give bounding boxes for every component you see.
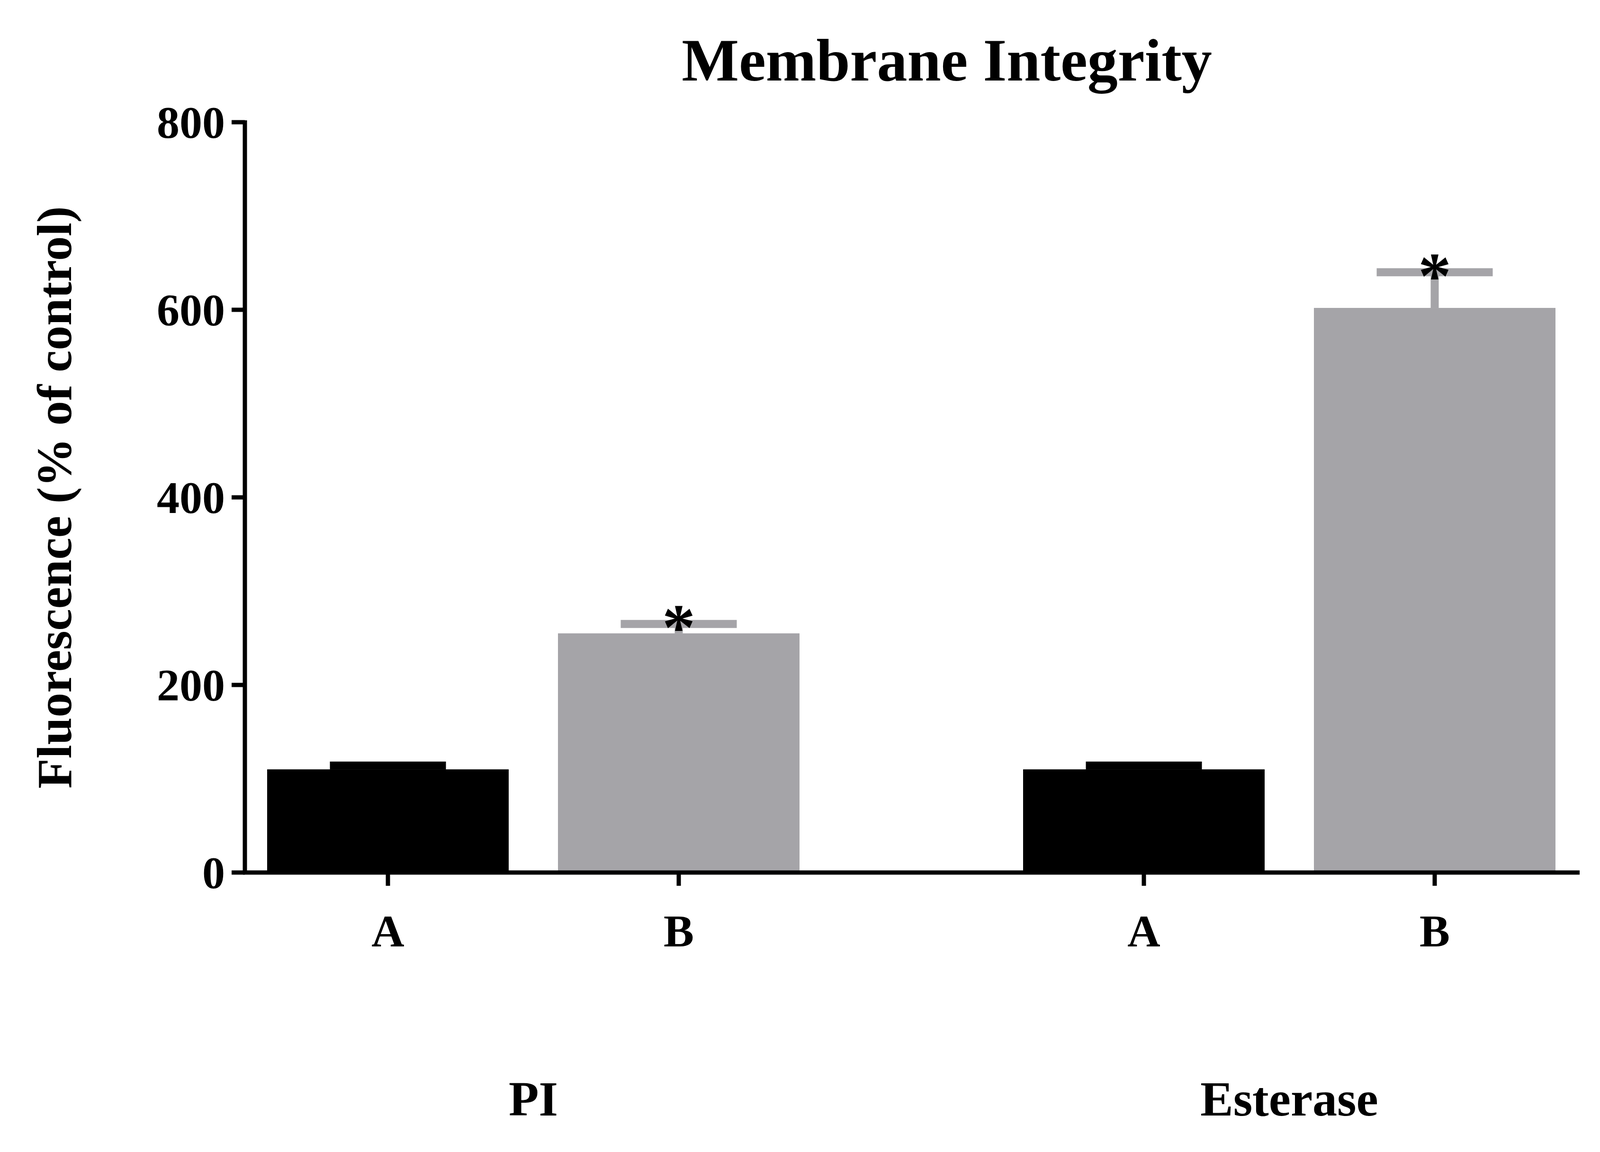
x-tick-label: B xyxy=(1419,905,1450,957)
chart-container: Membrane Integrity Fluorescence (% of con… xyxy=(0,0,1600,1152)
bar xyxy=(1023,769,1265,873)
bar xyxy=(557,633,800,873)
y-tick-label: 200 xyxy=(156,659,225,711)
error-bar-cap xyxy=(330,761,447,770)
annotations: ** xyxy=(662,239,1452,665)
y-tick-label: 400 xyxy=(156,472,225,523)
y-axis-label: Fluorescence (% of control) xyxy=(26,206,82,789)
chart-svg: Membrane Integrity Fluorescence (% of con… xyxy=(0,0,1600,1152)
x-axis-line xyxy=(242,870,1580,875)
y-axis-line xyxy=(242,120,248,875)
x-tick-label: A xyxy=(371,905,405,957)
significance-marker: * xyxy=(662,590,696,665)
bars xyxy=(267,272,1556,873)
error-bar xyxy=(330,765,447,770)
bar xyxy=(267,769,509,873)
x-tick-label: B xyxy=(663,905,694,957)
bar xyxy=(1313,307,1556,873)
chart-title: Membrane Integrity xyxy=(681,26,1213,94)
x-tick-label: A xyxy=(1127,905,1160,957)
group-label: Esterase xyxy=(1200,1071,1378,1126)
significance-marker: * xyxy=(1418,239,1452,313)
group-label: PI xyxy=(508,1071,558,1126)
error-bar xyxy=(1086,765,1203,770)
y-tick-label: 600 xyxy=(156,284,225,336)
y-tick-label: 800 xyxy=(156,97,225,148)
error-bar-cap xyxy=(1086,761,1203,770)
y-tick-label: 0 xyxy=(202,847,225,899)
